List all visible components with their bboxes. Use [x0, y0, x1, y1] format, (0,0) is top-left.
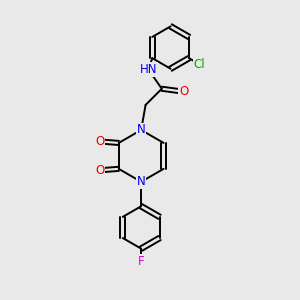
Text: N: N	[137, 124, 146, 136]
Text: O: O	[95, 135, 104, 148]
Text: N: N	[137, 175, 146, 188]
Text: O: O	[179, 85, 188, 98]
Text: Cl: Cl	[194, 58, 206, 71]
Text: HN: HN	[140, 63, 157, 76]
Text: F: F	[138, 254, 145, 268]
Text: O: O	[95, 164, 104, 177]
